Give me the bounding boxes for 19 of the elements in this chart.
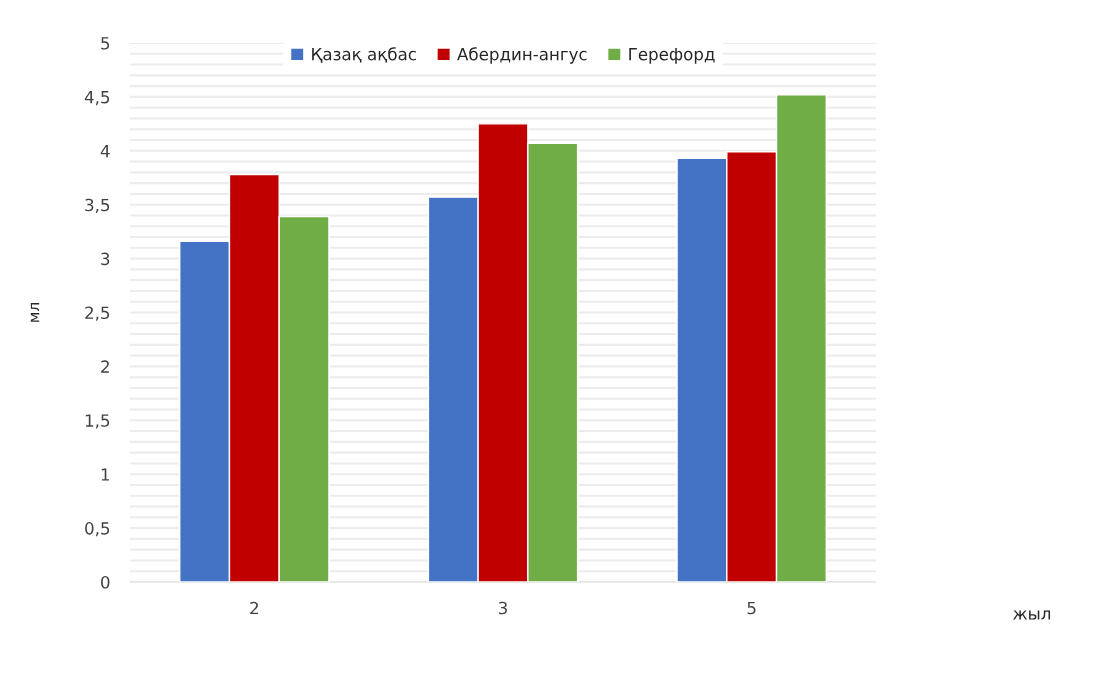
- x-tick-label: 2: [250, 601, 258, 615]
- y-tick-label: 4: [100, 144, 110, 158]
- y-tick-label: 2,5: [85, 306, 110, 321]
- y-axis-title: мл: [30, 303, 40, 322]
- y-tick-label: 3: [101, 252, 110, 266]
- y-tick-label: 3,5: [85, 198, 110, 213]
- y-tick-label: 0: [101, 575, 110, 589]
- y-tick-label: 5: [101, 37, 110, 50]
- y-tick-label: 4,5: [84, 91, 110, 106]
- y-tick-label: 0,5: [85, 522, 110, 537]
- y-tick-label: 1,5: [85, 414, 110, 429]
- x-tick-label: 5: [747, 601, 756, 615]
- text: жыл: [1013, 610, 1051, 620]
- legend-label: Абердин-ангус: [457, 47, 587, 64]
- legend-label: Қазақ ақбас: [312, 47, 416, 63]
- y-tick-label: 2: [101, 360, 109, 373]
- y-tick-label: 1: [101, 468, 110, 481]
- x-tick-label: 3: [498, 601, 507, 615]
- legend-label: Герефорд: [629, 48, 715, 64]
